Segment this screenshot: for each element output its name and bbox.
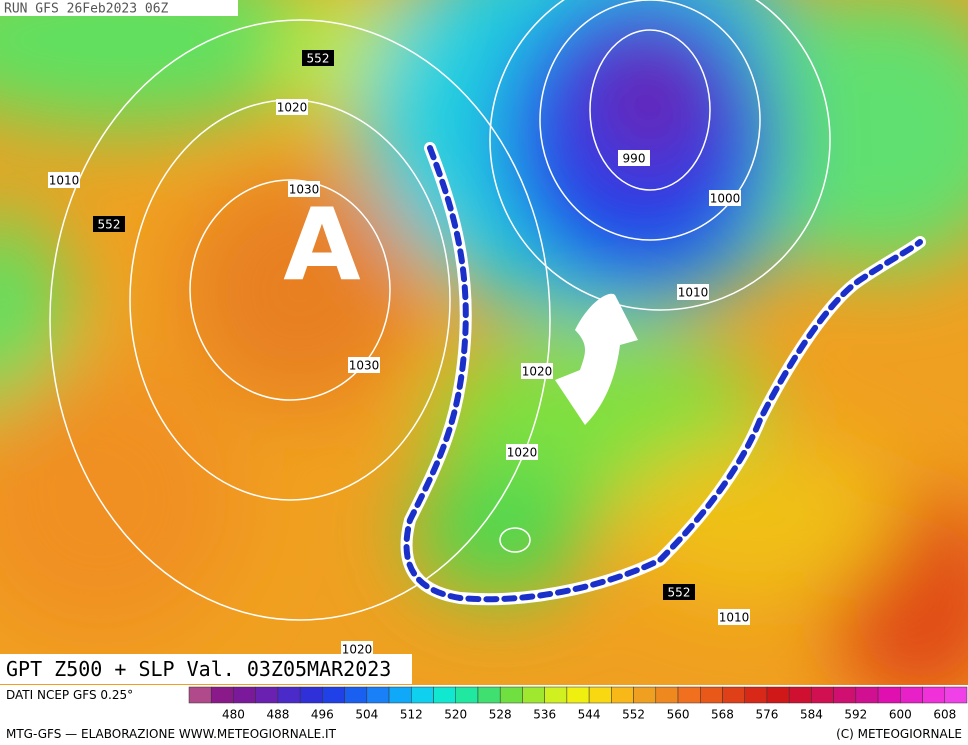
legend-label: 592 — [844, 708, 867, 722]
label-box — [618, 150, 650, 166]
contour-label: 1020 — [277, 101, 308, 115]
legend-swatch — [388, 686, 412, 704]
legend-swatch — [210, 686, 234, 704]
legend-swatch — [744, 686, 768, 704]
legend-label: 480 — [222, 708, 245, 722]
legend-swatch — [833, 686, 857, 704]
contour-label: 1000 — [710, 192, 741, 206]
contour-label: 1020 — [507, 446, 538, 460]
legend-swatch — [233, 686, 256, 704]
legend-swatch — [900, 686, 923, 704]
label-box — [93, 216, 125, 232]
footer: DATI NCEP GFS 0.25° MTG-GFS — ELABORAZIO… — [0, 685, 968, 745]
label-box — [276, 99, 308, 115]
legend-swatch — [566, 686, 590, 704]
data-source: DATI NCEP GFS 0.25° — [6, 688, 134, 702]
high-pressure-center: A — [283, 186, 360, 303]
legend-swatch — [366, 686, 390, 704]
contour-label: 1010 — [719, 611, 750, 625]
legend-swatch — [655, 686, 679, 704]
legend-swatch — [455, 686, 479, 704]
color-legend: 480 488 496 504 512 520 528 536 544 552 560 568 576 5… — [188, 686, 968, 722]
contour-label: 1010 — [678, 286, 709, 300]
label-box — [348, 357, 380, 373]
run-info: RUN GFS 26Feb2023 06Z — [4, 2, 169, 17]
weather-map: A RUN GFS 26Feb2023 06Z 552 1020 1010 552 10… — [0, 0, 968, 685]
legend-label: 568 — [711, 708, 734, 722]
legend-swatch — [522, 686, 545, 704]
label-box — [677, 284, 709, 300]
legend-swatch — [788, 686, 812, 704]
legend-swatch — [766, 686, 790, 704]
legend-label: 512 — [400, 708, 423, 722]
label-box — [48, 172, 80, 188]
legend-label: 600 — [889, 708, 912, 722]
legend-swatch — [188, 686, 212, 704]
label-box — [506, 444, 538, 460]
legend-swatch — [299, 686, 323, 704]
contour-label: 1030 — [289, 183, 320, 197]
credits: MTG-GFS — ELABORAZIONE WWW.METEOGIORNALE… — [6, 727, 336, 741]
legend-swatch — [700, 686, 723, 704]
legend-swatch — [499, 686, 523, 704]
legend-label: 608 — [933, 708, 956, 722]
legend-swatch — [433, 686, 456, 704]
contour-label: 552 — [668, 586, 691, 600]
legend-label: 504 — [355, 708, 378, 722]
legend-label: 496 — [311, 708, 334, 722]
map-title: GPT Z500 + SLP Val. 03Z05MAR2023 — [6, 657, 392, 681]
legend-swatch — [722, 686, 745, 704]
contour-label: 552 — [307, 52, 330, 66]
legend-swatch — [255, 686, 279, 704]
contour-label: 552 — [98, 218, 121, 232]
legend-label: 584 — [800, 708, 823, 722]
legend-swatch — [411, 686, 434, 704]
legend-label: 552 — [622, 708, 645, 722]
legend-swatch — [677, 686, 701, 704]
legend-label: 488 — [266, 708, 289, 722]
label-box — [302, 50, 334, 66]
legend-swatch — [611, 686, 634, 704]
legend-swatch — [855, 686, 879, 704]
label-box — [718, 609, 750, 625]
contour-label: 1010 — [49, 174, 80, 188]
legend-label: 544 — [578, 708, 601, 722]
contour-label: 990 — [623, 152, 646, 166]
label-box — [521, 363, 553, 379]
legend-label: 576 — [755, 708, 778, 722]
legend-swatch — [322, 686, 345, 704]
legend-label: 560 — [667, 708, 690, 722]
legend-swatch — [277, 686, 301, 704]
legend-swatch — [944, 686, 968, 704]
legend-swatch — [922, 686, 946, 704]
legend-swatch — [544, 686, 568, 704]
title-box: GPT Z500 + SLP Val. 03Z05MAR2023 — [0, 654, 412, 684]
legend-label: 528 — [489, 708, 512, 722]
label-box — [288, 181, 320, 197]
legend-swatch — [811, 686, 834, 704]
label-box — [709, 190, 741, 206]
legend-label: 536 — [533, 708, 556, 722]
legend-swatch — [633, 686, 657, 704]
copyright: (C) METEOGIORNALE — [836, 727, 962, 741]
legend-label: 520 — [444, 708, 467, 722]
label-box — [341, 641, 373, 657]
legend-swatch — [477, 686, 501, 704]
contour-label: 1030 — [349, 359, 380, 373]
label-box — [663, 584, 695, 600]
contour-label: 1020 — [342, 643, 373, 657]
contour-label: 1020 — [522, 365, 553, 379]
legend-swatch — [877, 686, 901, 704]
legend-swatch — [588, 686, 612, 704]
legend-swatch — [344, 686, 368, 704]
